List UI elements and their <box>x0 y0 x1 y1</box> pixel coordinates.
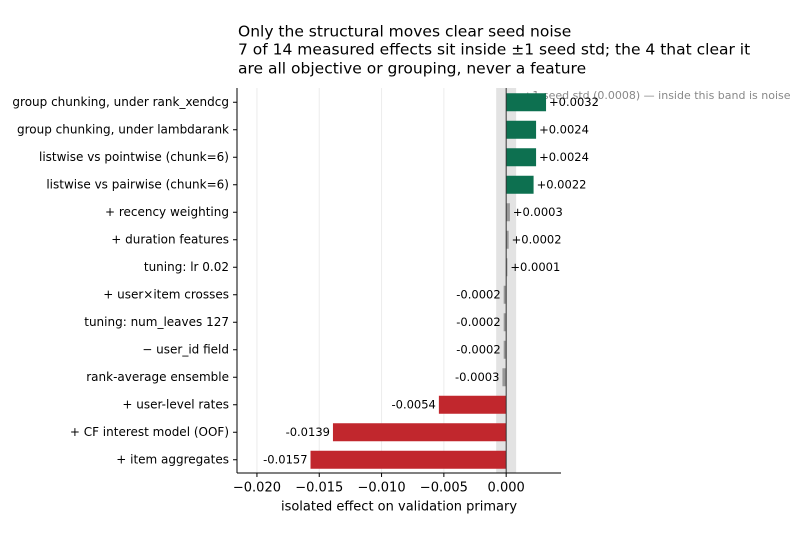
x-tick-label: −0.020 <box>233 481 281 496</box>
bar <box>506 148 537 167</box>
bar <box>503 313 507 332</box>
x-tick-label: −0.015 <box>295 481 343 496</box>
value-label: +0.0003 <box>513 205 563 219</box>
bar <box>310 450 507 469</box>
chart-title: are all objective or grouping, never a f… <box>238 60 586 78</box>
y-tick-label: group chunking, under lambdarank <box>17 122 229 136</box>
value-label: -0.0054 <box>391 397 435 411</box>
y-tick-label: group chunking, under rank_xendcg <box>12 95 229 109</box>
bar <box>506 175 534 194</box>
value-label: +0.0001 <box>510 260 560 274</box>
x-tick-label: 0.000 <box>488 481 525 496</box>
value-label: -0.0139 <box>286 425 330 439</box>
y-tick-label: + CF interest model (OOF) <box>70 425 229 439</box>
value-label: -0.0003 <box>455 370 499 384</box>
y-tick-label: + duration features <box>111 232 229 246</box>
y-tick-label: + user×item crosses <box>103 287 229 301</box>
x-axis-label: isolated effect on validation primary <box>281 500 517 515</box>
chart-title: 7 of 14 measured effects sit inside ±1 s… <box>238 41 750 59</box>
y-tick-label: + item aggregates <box>116 452 229 466</box>
x-tick-label: −0.005 <box>420 481 468 496</box>
bar <box>332 423 507 442</box>
y-tick-label: + recency weighting <box>105 205 229 219</box>
bar <box>502 368 507 387</box>
bar <box>503 285 507 304</box>
value-label: -0.0002 <box>456 342 500 356</box>
bar <box>503 340 507 359</box>
y-tick-label: listwise vs pairwise (chunk=6) <box>46 177 229 191</box>
y-tick-label: listwise vs pointwise (chunk=6) <box>39 150 229 164</box>
y-tick-label: rank-average ensemble <box>86 370 229 384</box>
value-label: -0.0002 <box>456 287 500 301</box>
y-tick-label: tuning: lr 0.02 <box>144 260 229 274</box>
value-label: +0.0024 <box>539 122 589 136</box>
value-label: -0.0157 <box>263 452 307 466</box>
chart-title: Only the structural moves clear seed noi… <box>238 23 571 41</box>
value-label: +0.0032 <box>549 95 599 109</box>
value-label: +0.0002 <box>512 232 562 246</box>
y-tick-label: + user-level rates <box>122 397 229 411</box>
bar <box>506 93 547 112</box>
bar <box>506 230 509 249</box>
value-label: +0.0022 <box>537 177 587 191</box>
bar <box>438 395 507 414</box>
bar <box>506 203 510 222</box>
bar <box>506 120 537 139</box>
y-tick-label: tuning: num_leaves 127 <box>84 315 229 329</box>
y-tick-label: − user_id field <box>142 342 229 356</box>
band-annotation: ±1 seed std (0.0008) — inside this band … <box>523 89 791 102</box>
value-label: -0.0002 <box>456 315 500 329</box>
x-tick-label: −0.010 <box>357 481 405 496</box>
value-label: +0.0024 <box>539 150 589 164</box>
bar <box>506 258 508 277</box>
